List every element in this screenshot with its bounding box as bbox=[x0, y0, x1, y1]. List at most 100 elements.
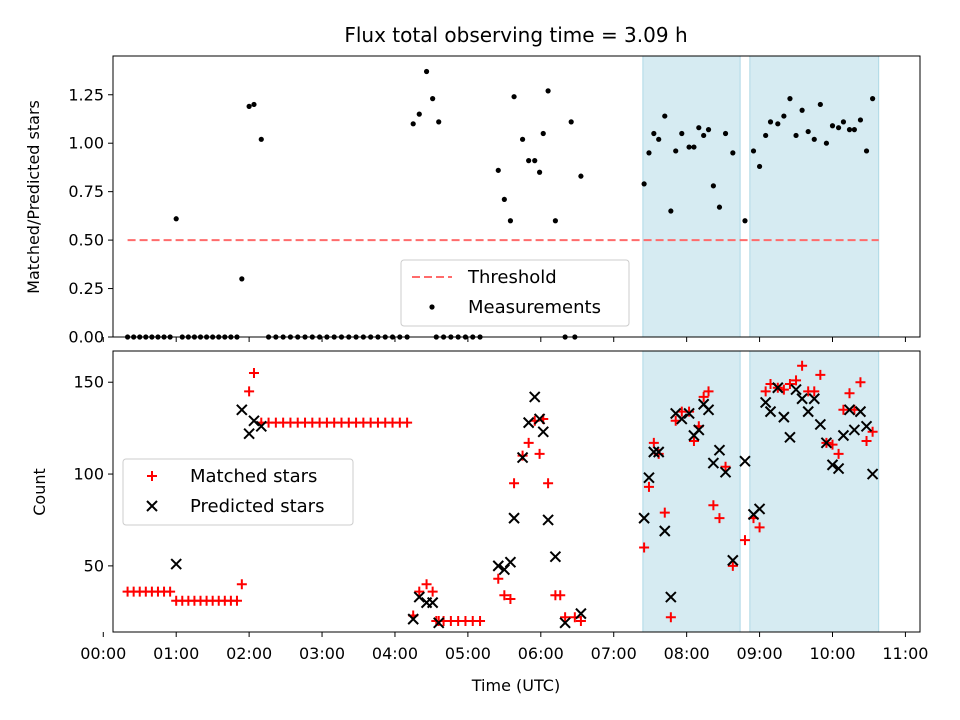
axes-frame bbox=[112, 350, 921, 633]
predicted-star-point bbox=[665, 591, 677, 603]
y-tick-label: 0.50 bbox=[68, 231, 104, 250]
predicted-star-point bbox=[854, 405, 867, 418]
legend-matched-swatch bbox=[147, 471, 157, 481]
matched-star-point bbox=[727, 560, 738, 571]
measurement-point bbox=[416, 111, 422, 117]
matched-star-point bbox=[509, 478, 520, 489]
legend-predicted-label: Predicted stars bbox=[190, 496, 324, 517]
predicted-star-point bbox=[433, 617, 445, 629]
predicted-star-point bbox=[843, 404, 856, 416]
legend-ratio bbox=[400, 259, 630, 327]
matched-star-point bbox=[703, 386, 714, 397]
ratio-plot: 0.00 0.25 0.50 0.75 1.00 1.25 Threshold Measure… bbox=[68, 55, 921, 347]
measurement-point bbox=[730, 150, 736, 156]
measurement-point bbox=[705, 127, 712, 133]
predicted-star-point bbox=[533, 413, 546, 425]
measurement-point bbox=[863, 148, 870, 154]
predicted-star-point bbox=[248, 415, 260, 427]
measurement-point bbox=[710, 183, 716, 189]
matched-star-point bbox=[739, 535, 750, 546]
measurement-point bbox=[568, 119, 574, 125]
measurement-point bbox=[763, 132, 769, 139]
x-tick-label: 03:00 bbox=[299, 644, 345, 663]
matched-star-point bbox=[867, 426, 878, 437]
matched-star-point bbox=[708, 500, 719, 511]
legend-count bbox=[122, 458, 354, 526]
measurement-point bbox=[430, 96, 436, 102]
measurement-point bbox=[750, 148, 757, 154]
matched-star-point bbox=[499, 590, 510, 601]
predicted-star-point bbox=[542, 514, 554, 526]
predicted-star-point bbox=[808, 393, 820, 405]
predicted-star-point bbox=[659, 525, 671, 537]
predicted-star-point bbox=[236, 404, 248, 416]
matched-star-point bbox=[797, 360, 808, 371]
predicted-star-point bbox=[648, 446, 660, 458]
y-tick-label: 0.75 bbox=[68, 182, 104, 201]
predicted-star-point bbox=[727, 554, 739, 567]
y-tick-label: 0.00 bbox=[68, 328, 104, 347]
measurement-point bbox=[545, 88, 551, 94]
predicted-star-point bbox=[759, 396, 772, 409]
measurement-point bbox=[793, 132, 799, 139]
measurement-point bbox=[410, 121, 416, 127]
measurement-point bbox=[756, 163, 763, 170]
matched-star-point bbox=[833, 448, 844, 459]
measurement-point bbox=[578, 173, 584, 179]
measurement-point bbox=[857, 117, 864, 123]
measurement-point bbox=[173, 216, 179, 222]
predicted-star-point bbox=[826, 459, 839, 471]
predicted-star-point bbox=[837, 429, 850, 442]
measurement-point bbox=[846, 127, 853, 133]
predicted-star-point bbox=[790, 383, 802, 396]
predicted-star-point bbox=[866, 468, 879, 480]
predicted-star-point bbox=[676, 413, 688, 425]
y-axis-label-count: Count bbox=[30, 468, 49, 516]
measurement-point bbox=[799, 107, 805, 113]
x-tick-label: 04:00 bbox=[372, 644, 418, 663]
matched-star-point bbox=[861, 435, 872, 446]
shaded-range-1 bbox=[642, 55, 741, 338]
predicted-star-point bbox=[426, 596, 439, 609]
predicted-star-point bbox=[719, 466, 732, 478]
measurement-point bbox=[436, 119, 442, 125]
measurement-point bbox=[651, 130, 657, 137]
matched-star-point bbox=[698, 391, 709, 402]
x-tick-label: 07:00 bbox=[591, 644, 637, 663]
predicted-star-point bbox=[796, 393, 808, 405]
measurement-point bbox=[540, 130, 546, 137]
predicted-star-point bbox=[702, 404, 715, 416]
predicted-star-point bbox=[784, 431, 796, 444]
measurement-point bbox=[767, 119, 774, 125]
y-tick-label: 50 bbox=[84, 556, 104, 575]
predicted-star-point bbox=[778, 411, 790, 423]
predicted-star-point bbox=[707, 457, 720, 469]
matched-star-point bbox=[809, 386, 820, 397]
legend-measurements-swatch bbox=[429, 304, 435, 310]
matched-star-point bbox=[684, 406, 695, 417]
matched-star-point bbox=[244, 386, 255, 397]
measurement-point bbox=[501, 196, 507, 203]
x-tick-label: 11:00 bbox=[882, 644, 928, 663]
measurement-point bbox=[840, 119, 847, 125]
predicted-star-point bbox=[820, 437, 833, 449]
measurement-point bbox=[805, 128, 811, 135]
matched-star-point bbox=[659, 507, 670, 518]
matched-star-point bbox=[427, 586, 438, 597]
y-tick-label: 100 bbox=[73, 465, 104, 484]
x-tick-label: 01:00 bbox=[153, 644, 199, 663]
predicted-star-point bbox=[848, 424, 861, 436]
measurement-point bbox=[686, 144, 692, 150]
matched-star-point bbox=[236, 579, 247, 590]
matched-star-point bbox=[720, 461, 731, 472]
matched-star-point bbox=[421, 579, 432, 590]
measurement-point bbox=[781, 113, 787, 119]
measurement-point bbox=[673, 148, 679, 154]
predicted-star-point bbox=[575, 607, 587, 620]
measurement-point bbox=[532, 158, 538, 164]
measurement-point bbox=[823, 140, 830, 146]
measurement-point bbox=[656, 136, 662, 142]
predicted-star-point bbox=[772, 382, 784, 394]
measurement-point bbox=[662, 113, 668, 119]
